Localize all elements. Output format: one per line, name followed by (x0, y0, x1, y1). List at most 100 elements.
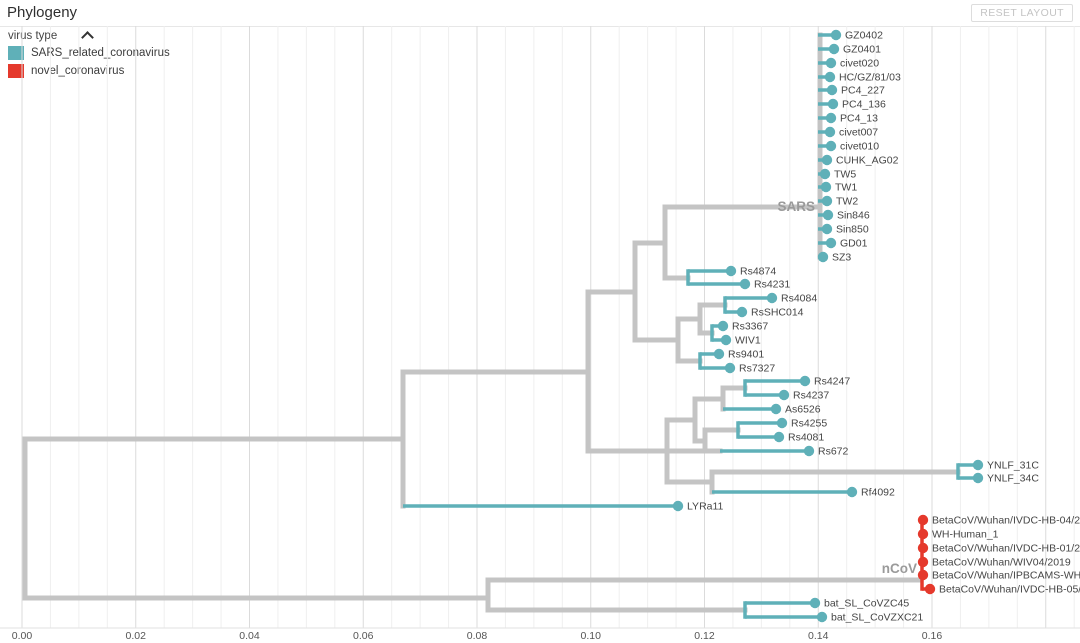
leaf-label: Rs4231 (754, 279, 790, 291)
page-title: Phylogeny (7, 4, 78, 21)
leaf-label: Sin846 (837, 210, 870, 222)
legend: virus type SARS_related_coronavirus nove… (8, 30, 170, 78)
leaf-dot[interactable] (809, 597, 821, 609)
leaf-dot[interactable] (924, 583, 936, 595)
leaf-dot[interactable] (724, 362, 736, 374)
leaf-label: SZ3 (832, 252, 851, 264)
legend-swatch-sars (8, 46, 24, 60)
legend-swatch-ncov (8, 64, 24, 78)
leaf-label: BetaCoV/Wuhan/IVDC-HB-01/2019 (932, 543, 1080, 555)
leaf-dot[interactable] (717, 320, 729, 332)
leaf-dot[interactable] (736, 306, 748, 318)
leaf-label: TW1 (835, 182, 857, 194)
leaf-label: Rs4247 (814, 376, 850, 388)
legend-item-label: SARS_related_coronavirus (31, 47, 170, 59)
leaf-label: civet020 (840, 58, 879, 70)
reset-layout-button[interactable]: RESET LAYOUT (971, 4, 1073, 22)
leaf-dot[interactable] (917, 528, 929, 540)
leaf-label: Rs4255 (791, 418, 827, 430)
leaf-label: CUHK_AG02 (836, 155, 899, 167)
leaf-dot[interactable] (972, 472, 984, 484)
leaf-label: civet010 (840, 141, 879, 153)
leaf-label: GZ0402 (845, 30, 883, 42)
leaf-dot[interactable] (773, 431, 785, 443)
leaf-label: RsSHC014 (751, 307, 804, 319)
leaf-label: HC/GZ/81/03 (839, 72, 901, 84)
leaf-dot[interactable] (917, 556, 929, 568)
leaf-dot[interactable] (820, 181, 832, 193)
leaf-dot[interactable] (778, 389, 790, 401)
leaf-dot[interactable] (672, 500, 684, 512)
leaf-dot[interactable] (713, 348, 725, 360)
leaf-dot[interactable] (821, 223, 833, 235)
leaf-label: TW2 (836, 196, 858, 208)
leaf-dot[interactable] (822, 209, 834, 221)
axis-tick-label: 0.12 (694, 630, 715, 642)
leaf-label: Rs4874 (740, 266, 776, 278)
axis-tick-label: 0.00 (12, 630, 33, 642)
leaf-dot[interactable] (828, 43, 840, 55)
leaf-label: Rs4081 (788, 432, 824, 444)
leaf-dot[interactable] (766, 292, 778, 304)
leaf-label: TW5 (834, 169, 856, 181)
leaf-dot[interactable] (917, 514, 929, 526)
leaf-dot[interactable] (972, 459, 984, 471)
leaf-label: YNLF_31C (987, 460, 1039, 472)
leaf-dot[interactable] (826, 84, 838, 96)
leaf-dot[interactable] (917, 569, 929, 581)
leaf-label: WIV1 (735, 335, 761, 347)
axis-tick-label: 0.08 (467, 630, 488, 642)
leaf-label: BetaCoV/Wuhan/IVDC-HB-04/2020 (932, 515, 1080, 527)
leaf-label: GZ0401 (843, 44, 881, 56)
leaf-dot[interactable] (830, 29, 842, 41)
leaf-label: Rs672 (818, 446, 849, 458)
leaf-label: LYRa11 (687, 501, 724, 513)
leaf-label: Rs9401 (728, 349, 764, 361)
axis-tick-label: 0.02 (126, 630, 147, 642)
leaf-label: YNLF_34C (987, 473, 1039, 485)
axis-tick-label: 0.16 (922, 630, 943, 642)
leaf-dot[interactable] (825, 140, 837, 152)
leaf-label: Sin850 (836, 224, 869, 236)
leaf-dot[interactable] (739, 278, 751, 290)
leaf-label: Rs4084 (781, 293, 817, 305)
legend-item: novel_coronavirus (8, 64, 170, 78)
leaf-dot[interactable] (821, 154, 833, 166)
leaf-dot[interactable] (846, 486, 858, 498)
leaf-dot[interactable] (720, 334, 732, 346)
leaf-label: PC4_136 (842, 99, 886, 111)
leaf-label: Rs7327 (739, 363, 775, 375)
legend-item-label: novel_coronavirus (31, 65, 125, 77)
leaf-label: bat_SL_CoVZC45 (824, 598, 909, 610)
leaf-dot[interactable] (803, 445, 815, 457)
leaf-dot[interactable] (821, 195, 833, 207)
clade-label: SARS (777, 199, 815, 214)
legend-title: virus type (8, 30, 58, 42)
leaf-dot[interactable] (817, 251, 829, 263)
leaf-dot[interactable] (816, 611, 828, 623)
leaf-dot[interactable] (827, 98, 839, 110)
leaf-dot[interactable] (917, 542, 929, 554)
leaf-label: bat_SL_CoVZXC21 (831, 612, 923, 624)
leaf-dot[interactable] (799, 375, 811, 387)
axis-tick-label: 0.10 (581, 630, 602, 642)
leaf-label: Rs3367 (732, 321, 768, 333)
leaf-label: GD01 (840, 238, 868, 250)
leaf-dot[interactable] (824, 71, 836, 83)
leaf-label: PC4_227 (841, 85, 885, 97)
clade-label: nCoV (882, 561, 917, 576)
leaf-dot[interactable] (824, 126, 836, 138)
leaf-label: BetaCoV/Wuhan/IVDC-HB-05/2019 (939, 584, 1080, 596)
leaf-dot[interactable] (770, 403, 782, 415)
leaf-dot[interactable] (725, 265, 737, 277)
leaf-dot[interactable] (825, 237, 837, 249)
leaf-dot[interactable] (825, 57, 837, 69)
legend-header[interactable]: virus type (8, 30, 170, 44)
leaf-dot[interactable] (819, 168, 831, 180)
leaf-dot[interactable] (776, 417, 788, 429)
leaf-dot[interactable] (825, 112, 837, 124)
legend-item: SARS_related_coronavirus (8, 46, 170, 60)
leaf-label: Rs4237 (793, 390, 829, 402)
